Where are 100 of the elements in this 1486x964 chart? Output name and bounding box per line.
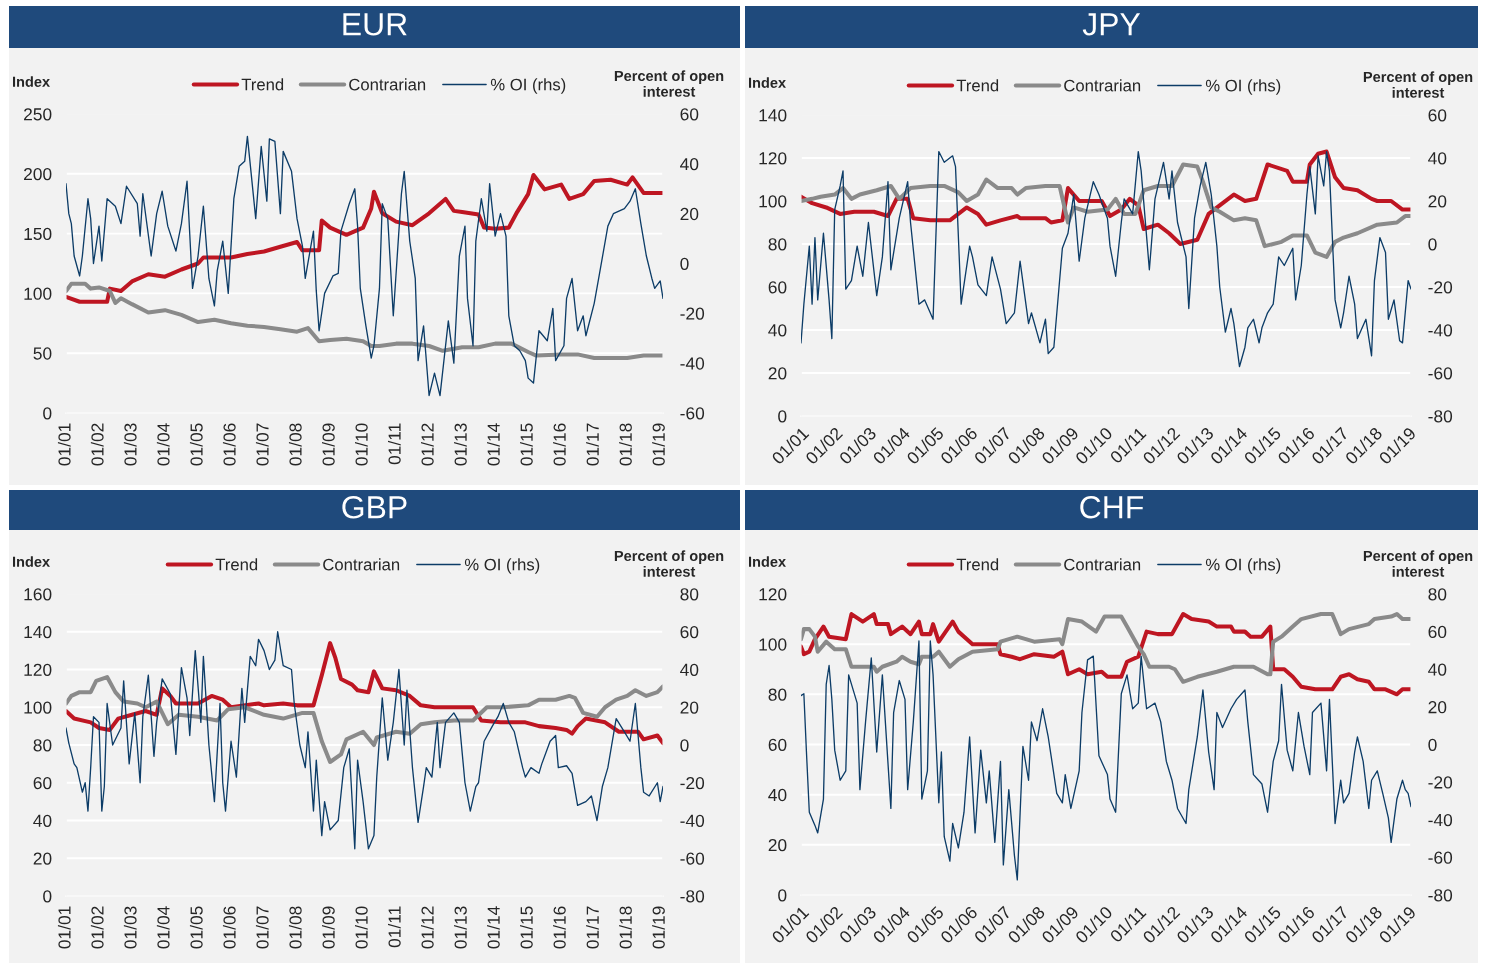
y2-tick-label: 60 (1428, 625, 1447, 639)
y-tick-label: 100 (24, 287, 52, 300)
y2-tick-label: -80 (1428, 889, 1453, 902)
x-tick-label: 01/09 (322, 906, 335, 949)
y2-tick-label: 40 (1428, 663, 1447, 676)
y2-tick-label: 20 (680, 207, 699, 221)
y2-axis-title: Percent of open interest (1363, 550, 1473, 577)
x-tick-label: 01/01 (57, 423, 71, 466)
y2-tick-label: -80 (680, 890, 705, 903)
y-axis-title: Index (748, 77, 786, 88)
y-tick-label: 20 (33, 852, 52, 865)
y2-tick-label: -40 (680, 814, 705, 827)
x-tick-label: 01/04 (156, 423, 170, 466)
x-tick-label: 01/02 (90, 423, 104, 466)
y2-tick-label: 60 (1428, 109, 1447, 122)
y-tick-label: 150 (24, 227, 52, 241)
line-series (66, 641, 663, 746)
y-tick-label: 250 (24, 108, 52, 121)
y-tick-label: 20 (768, 367, 787, 380)
y2-tick-label: 20 (1428, 195, 1447, 208)
y2-tick-label: 60 (680, 625, 699, 639)
legend-label: Trend (956, 79, 999, 92)
legend-label: Contrarian (323, 558, 400, 571)
y-axis-title: Index (12, 556, 50, 567)
y2-tick-label: -80 (1428, 410, 1453, 423)
y2-tick-label: 0 (1428, 238, 1437, 251)
legend-label: Trend (241, 78, 284, 91)
line-series (801, 612, 1411, 697)
line-series (66, 135, 663, 397)
x-tick-label: 01/05 (189, 423, 203, 466)
y2-tick-label: 40 (680, 663, 699, 676)
y-tick-label: 80 (768, 688, 787, 701)
y2-axis-title: Percent of open interest (614, 550, 724, 577)
y-tick-label: 40 (768, 324, 787, 337)
x-tick-label: 01/06 (222, 906, 236, 949)
y-tick-label: 120 (759, 152, 787, 165)
y2-tick-label: 0 (1428, 738, 1437, 751)
y-tick-label: 40 (768, 788, 787, 802)
y-tick-label: 40 (33, 814, 52, 827)
x-tick-label: 01/09 (322, 423, 335, 466)
y-tick-label: 60 (768, 281, 787, 294)
line-series (66, 631, 663, 850)
x-tick-label: 01/02 (90, 906, 104, 949)
x-tick-label: 01/08 (288, 423, 302, 466)
y2-tick-label: -40 (1428, 324, 1453, 337)
line-series (801, 612, 1411, 684)
y-tick-label: 60 (768, 738, 787, 751)
legend-label: Contrarian (1064, 79, 1141, 92)
y-tick-label: 100 (24, 701, 52, 714)
y-tick-label: 60 (33, 776, 52, 790)
y-tick-label: 100 (759, 195, 787, 208)
y2-tick-label: 40 (1428, 152, 1447, 165)
y2-tick-label: -60 (1428, 367, 1453, 380)
x-tick-label: 01/14 (487, 423, 500, 466)
x-tick-label: 01/07 (255, 423, 269, 466)
legend-label: % OI (rhs) (464, 558, 540, 574)
x-tick-label: 01/04 (156, 906, 170, 949)
y-tick-label: 140 (759, 109, 787, 122)
y2-tick-label: 20 (1428, 701, 1447, 714)
y2-tick-label: 0 (680, 257, 689, 270)
line-series (801, 150, 1411, 368)
y2-tick-label: -20 (1428, 776, 1453, 789)
y2-tick-label: -60 (680, 852, 705, 865)
legend-label: Contrarian (1064, 558, 1141, 571)
line-series (66, 172, 663, 304)
x-tick-label: 01/05 (189, 906, 203, 949)
y2-tick-label: -60 (680, 407, 705, 420)
y-axis-title: Index (12, 76, 50, 87)
x-tick-label: 01/15 (520, 906, 533, 949)
x-tick-label: 01/13 (454, 423, 467, 466)
y-tick-label: 160 (24, 588, 52, 601)
y-axis-title: Index (748, 556, 786, 567)
legend-label: % OI (rhs) (490, 78, 566, 94)
y2-tick-label: -40 (680, 357, 705, 370)
y2-tick-label: 0 (680, 739, 689, 752)
y2-tick-label: 20 (680, 701, 699, 714)
x-tick-label: 01/01 (57, 906, 71, 949)
legend-label: Trend (956, 558, 999, 571)
line-series (66, 675, 663, 765)
y2-tick-label: -20 (680, 307, 705, 320)
y2-tick-label: 80 (680, 588, 699, 601)
y2-axis-title: Percent of open interest (614, 70, 724, 97)
y-tick-label: 200 (24, 167, 52, 181)
y2-tick-label: -20 (1428, 281, 1453, 294)
x-tick-label: 01/11 (388, 423, 401, 465)
x-tick-label: 01/14 (487, 906, 500, 949)
x-tick-label: 01/08 (288, 906, 302, 949)
x-tick-label: 01/10 (355, 906, 368, 949)
y-tick-label: 120 (24, 663, 52, 676)
y-tick-label: 80 (33, 739, 52, 752)
y-tick-label: 50 (33, 347, 52, 360)
x-tick-label: 01/12 (420, 423, 434, 466)
y2-tick-label: 60 (680, 108, 699, 121)
y2-tick-label: -20 (680, 776, 705, 790)
x-tick-label: 01/10 (355, 423, 368, 466)
line-series (801, 162, 1411, 259)
legend-label: Contrarian (349, 78, 426, 91)
y-tick-label: 0 (778, 889, 787, 902)
y2-axis-title: Percent of open interest (1363, 71, 1473, 98)
x-tick-label: 01/18 (619, 423, 632, 466)
